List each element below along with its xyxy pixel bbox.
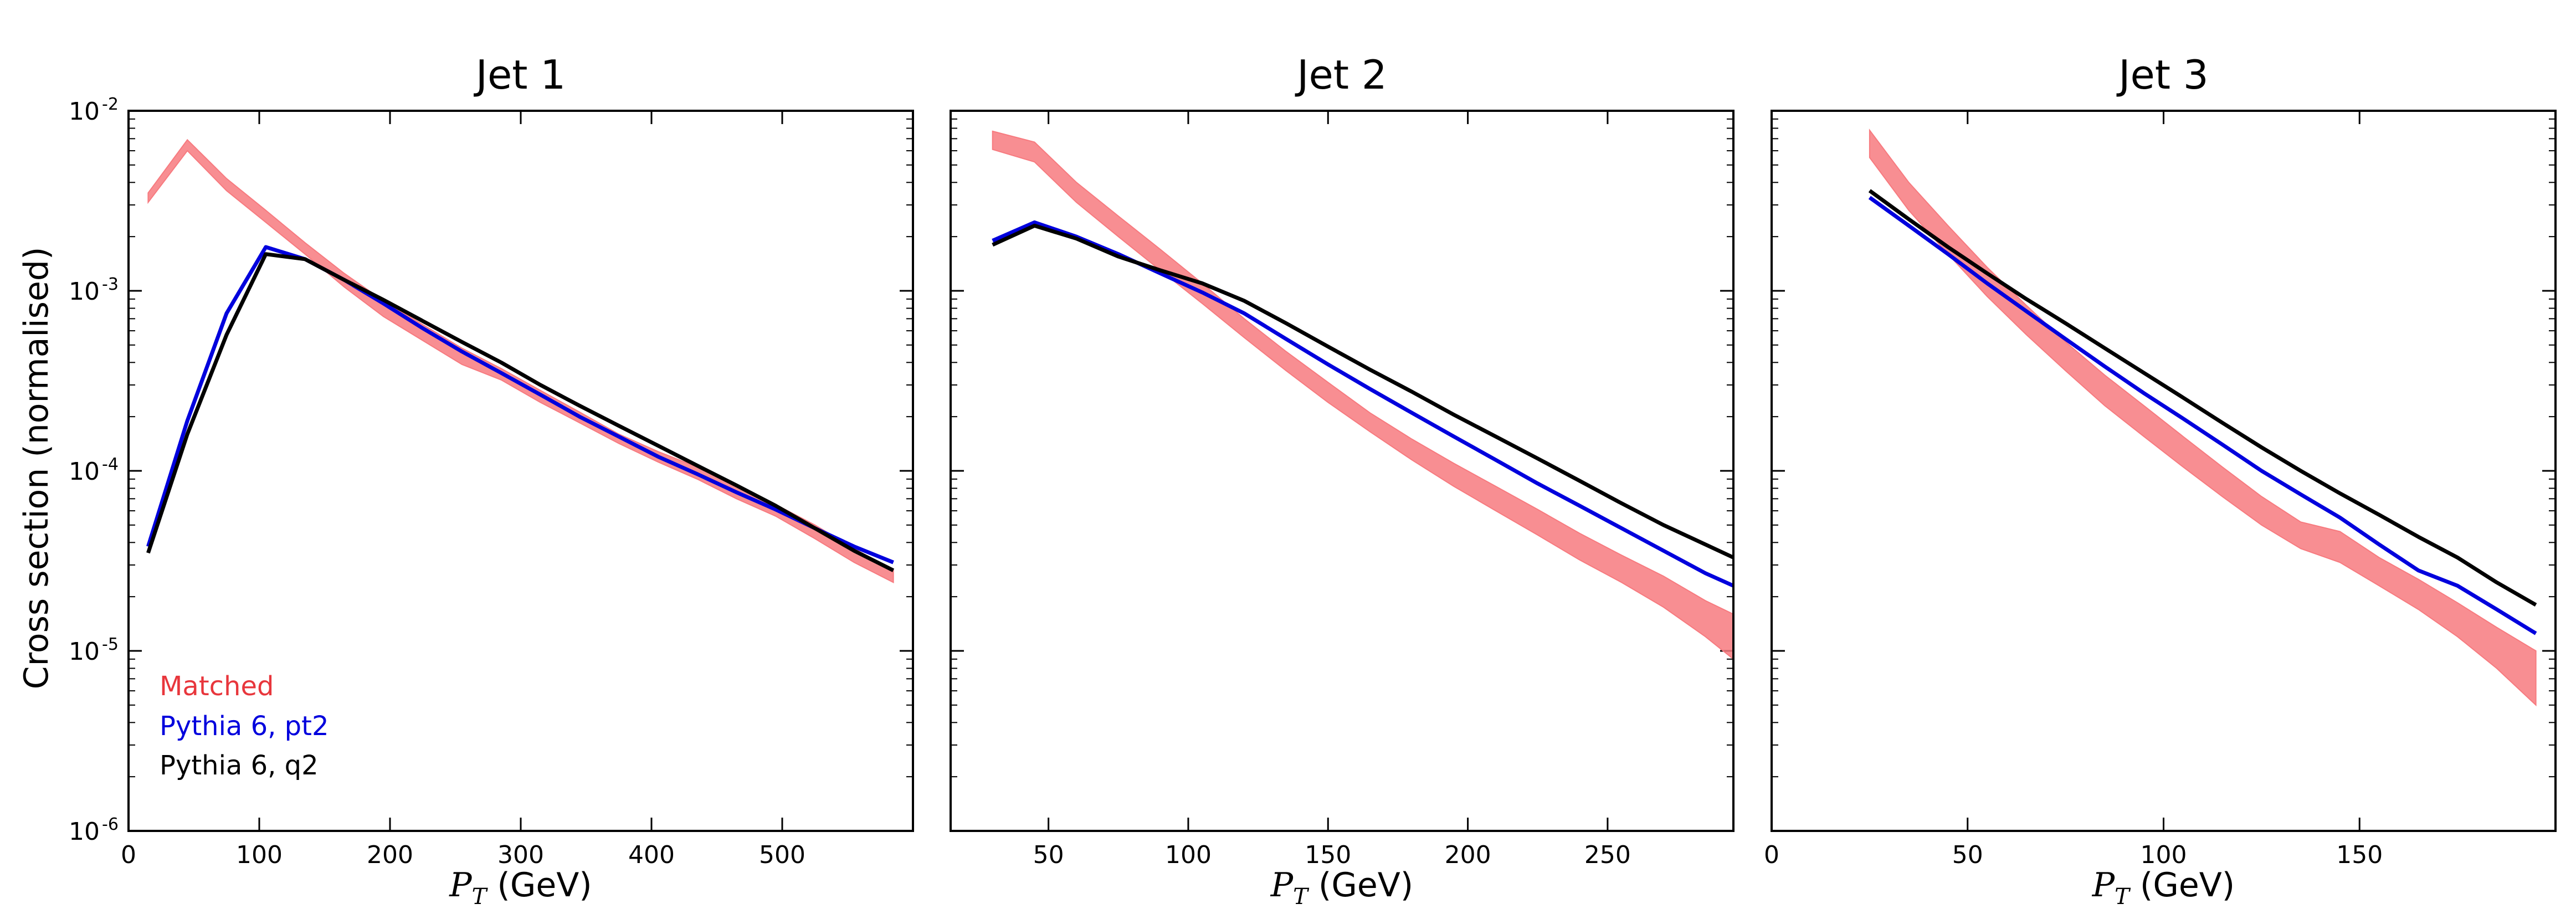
legend-entry: Matched <box>160 671 274 702</box>
series-line-pythia6-q2 <box>1868 189 2537 607</box>
panel-1: Jet 110 -210 -310 -410 -510 -60 100 200 300 400 50… <box>69 52 914 910</box>
x-tick-label: 100 <box>1165 841 1212 869</box>
x-tick-label: 400 <box>628 841 675 869</box>
x-tick-label: 100 <box>2141 841 2187 869</box>
x-tick-label: 50 <box>1033 841 1064 869</box>
panel-2: Jet 2 50 100 150 200 250 PT (GeV) <box>950 52 1735 910</box>
panel-title: Jet 1 <box>474 52 566 98</box>
y-tick-exponent: -3 <box>102 275 119 294</box>
x-axis-label: PT (GeV) <box>449 866 592 910</box>
x-axis-subscript: T <box>472 884 489 910</box>
panel-frame <box>950 110 1735 832</box>
y-tick-label: 10 <box>69 818 100 846</box>
x-axis-subscript: T <box>2115 884 2131 910</box>
y-tick-label: 10 <box>69 458 100 486</box>
x-tick-label: 0 <box>121 841 136 869</box>
panels: Jet 110 -210 -310 -410 -510 -60 100 200 300 400 50… <box>69 52 2557 910</box>
y-tick-exponent: -6 <box>102 815 119 834</box>
legend-entry: Pythia 6, q2 <box>160 750 319 781</box>
y-tick-label: 10 <box>69 278 100 306</box>
x-axis-units: (GeV) <box>486 866 592 905</box>
series-line-pythia6-q2 <box>992 223 1733 559</box>
x-tick-label: 200 <box>367 841 413 869</box>
x-tick-label: 150 <box>1305 841 1351 869</box>
panel-data <box>1868 129 2537 707</box>
matched-band <box>147 138 894 584</box>
x-axis-units: (GeV) <box>2129 866 2235 905</box>
legend-entry: Pythia 6, pt2 <box>160 711 329 742</box>
x-tick-label: 500 <box>759 841 805 869</box>
x-axis-symbol: P <box>2092 866 2116 905</box>
y-tick-exponent: -2 <box>102 95 119 114</box>
panel-3: Jet 3 0 50 100 150 PT (GeV) <box>1764 52 2557 910</box>
matched-band <box>992 130 1733 660</box>
series-line-pythia6-pt2 <box>992 220 1733 588</box>
x-axis-subscript: T <box>1293 884 1310 910</box>
x-axis-label: PT (GeV) <box>1270 866 1413 910</box>
x-axis-symbol: P <box>1270 866 1294 905</box>
x-axis-units: (GeV) <box>1308 866 1413 905</box>
y-tick-exponent: -4 <box>102 455 119 474</box>
panel-title: Jet 2 <box>1295 52 1387 98</box>
y-tick-exponent: -5 <box>102 635 119 654</box>
y-axis-label: Cross section (normalised) <box>17 247 56 690</box>
x-tick-label: 50 <box>1952 841 1983 869</box>
y-tick-label: 10 <box>69 638 100 666</box>
series-line-pythia6-q2 <box>146 252 895 572</box>
panel-frame <box>1771 110 2557 832</box>
x-tick-label: 200 <box>1445 841 1491 869</box>
legend: Matched Pythia 6, pt2 Pythia 6, q2 <box>160 671 329 781</box>
panel-data <box>146 138 895 584</box>
x-tick-label: 0 <box>1764 841 1779 869</box>
x-tick-label: 250 <box>1584 841 1631 869</box>
x-axis-symbol: P <box>449 866 473 905</box>
panel-frame <box>127 110 914 832</box>
x-tick-label: 100 <box>236 841 283 869</box>
x-tick-label: 300 <box>497 841 544 869</box>
panel-title: Jet 3 <box>2116 52 2208 98</box>
panel-data <box>992 130 1733 660</box>
series-line-pythia6-pt2 <box>1868 196 2537 635</box>
series-line-pythia6-pt2 <box>146 245 894 564</box>
x-axis-label: PT (GeV) <box>2092 866 2235 910</box>
y-tick-label: 10 <box>69 97 100 126</box>
matched-band <box>1869 129 2537 707</box>
x-tick-label: 150 <box>2336 841 2383 869</box>
